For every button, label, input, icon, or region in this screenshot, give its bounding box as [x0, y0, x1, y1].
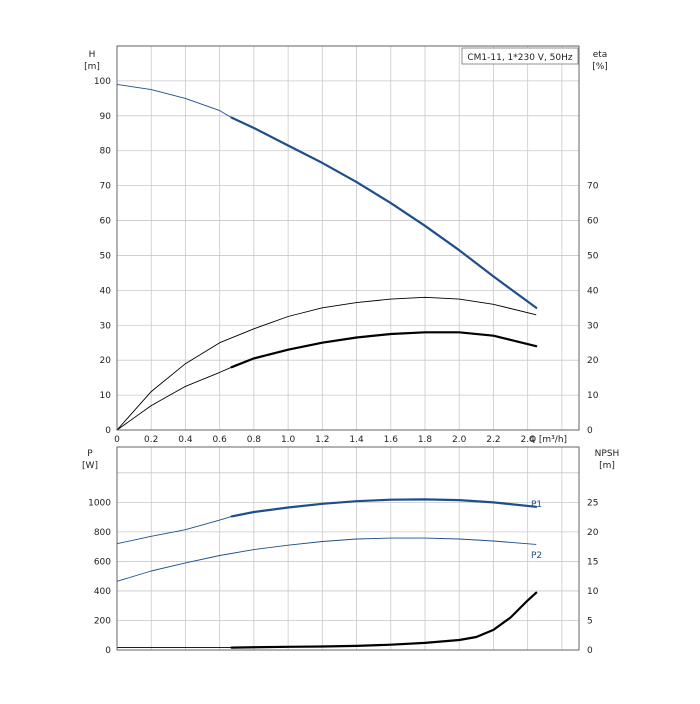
power-panel-grid	[117, 447, 579, 650]
head-axis-unit: [m]	[84, 62, 100, 72]
curve-series-1	[116, 296, 537, 431]
x-axis-tick-label: 2.0	[452, 435, 467, 445]
x-axis-tick-label: 1.6	[384, 435, 399, 445]
title-box	[461, 47, 579, 65]
x-axis-tick-label: 2.2	[486, 435, 500, 445]
right-axis-tick-label: 40	[587, 286, 599, 296]
eta-axis-label: eta	[593, 50, 608, 60]
left-axis-tick-label: 1000	[88, 498, 111, 508]
left-axis-tick-label: 0	[105, 646, 111, 656]
right-axis-tick-label: 10	[587, 587, 599, 597]
right-axis-tick-label: 10	[587, 391, 599, 401]
head-axis-ticks: 0 10 20 30 40 50 60 70 80 90 100	[94, 77, 111, 436]
x-axis-tick-label: 0.2	[144, 435, 158, 445]
right-axis-tick-label: 50	[587, 251, 599, 261]
chart-title: CM1-11, 1*230 V, 50Hz	[467, 53, 573, 63]
left-axis-tick-label: 200	[94, 616, 111, 626]
left-axis-tick-label: 20	[100, 356, 112, 366]
eta-axis-unit: [%]	[592, 62, 608, 72]
curve-operating-range-0	[230, 116, 538, 309]
curve-series-1	[116, 537, 537, 582]
flow-axis-ticks: 0 0.2 0.4 0.6 0.8 1.0 1.2 1.4 1.6 1.8 2.0 2.2 2.4	[114, 435, 535, 445]
power-axis-ticks: 0 200 400 600 800 1000	[88, 498, 111, 656]
power-axis-unit: [W]	[82, 461, 98, 471]
p1-series-label: P1	[531, 500, 542, 510]
right-axis-tick-label: 0	[587, 646, 593, 656]
head-panel-grid	[117, 45, 579, 430]
left-axis-tick-label: 100	[94, 77, 111, 87]
left-axis-tick-label: 40	[100, 286, 112, 296]
left-axis-tick-label: 70	[100, 182, 112, 192]
power-axis-label: P	[87, 449, 93, 459]
power-panel-frame	[116, 446, 580, 651]
left-axis-tick-label: 60	[100, 217, 112, 227]
right-axis-tick-label: 30	[587, 321, 599, 331]
right-axis-tick-label: 60	[587, 217, 599, 227]
left-axis-tick-label: 800	[94, 528, 111, 538]
flow-axis-label: Q [m³/h]	[529, 435, 567, 445]
left-axis-tick-label: 600	[94, 557, 111, 567]
npsh-axis-ticks: 0 5 10 15 20 25	[587, 498, 599, 656]
curve-series-0	[116, 498, 537, 545]
left-axis-tick-label: 80	[100, 147, 112, 157]
curve-series-0	[116, 83, 537, 309]
head-panel-curves	[116, 83, 538, 431]
curve-series-2	[116, 331, 537, 431]
left-axis-tick-label: 400	[94, 587, 111, 597]
head-panel-frame	[116, 45, 580, 431]
x-axis-tick-label: 1.8	[418, 435, 433, 445]
x-axis-tick-label: 1.2	[315, 435, 329, 445]
x-axis-tick-label: 1.4	[349, 435, 364, 445]
head-efficiency-panel: 0 10 20 30 40 50 60 70 80 90 100 0 10 20 30 40 50 60 70 0…	[84, 45, 608, 445]
curve-operating-range-2	[230, 331, 538, 369]
left-axis-tick-label: 10	[100, 391, 112, 401]
x-axis-tick-label: 0.8	[247, 435, 262, 445]
right-axis-tick-label: 0	[587, 426, 593, 436]
x-axis-tick-label: 0.4	[178, 435, 193, 445]
curve-operating-range-0	[230, 498, 538, 518]
right-axis-tick-label: 20	[587, 528, 599, 538]
x-axis-tick-label: 1.0	[281, 435, 296, 445]
power-panel-curves	[116, 498, 538, 649]
left-axis-tick-label: 30	[100, 321, 112, 331]
x-axis-tick-label: 0	[114, 435, 120, 445]
x-axis-tick-label: 0.6	[213, 435, 228, 445]
npsh-axis-unit: [m]	[599, 461, 615, 471]
right-axis-tick-label: 70	[587, 182, 599, 192]
npsh-axis-label: NPSH	[595, 449, 620, 459]
head-axis-label: H	[89, 50, 96, 60]
right-axis-tick-label: 25	[587, 498, 598, 508]
left-axis-tick-label: 0	[105, 426, 111, 436]
left-axis-tick-label: 50	[100, 251, 112, 261]
p2-series-label: P2	[531, 551, 542, 561]
left-axis-tick-label: 90	[100, 112, 112, 122]
right-axis-tick-label: 5	[587, 616, 593, 626]
right-axis-tick-label: 20	[587, 356, 599, 366]
eta-axis-ticks: 0 10 20 30 40 50 60 70	[587, 182, 599, 436]
x-axis-tick-label: 2.4	[521, 435, 536, 445]
curve-operating-range-2	[230, 591, 538, 649]
right-axis-tick-label: 15	[587, 557, 598, 567]
